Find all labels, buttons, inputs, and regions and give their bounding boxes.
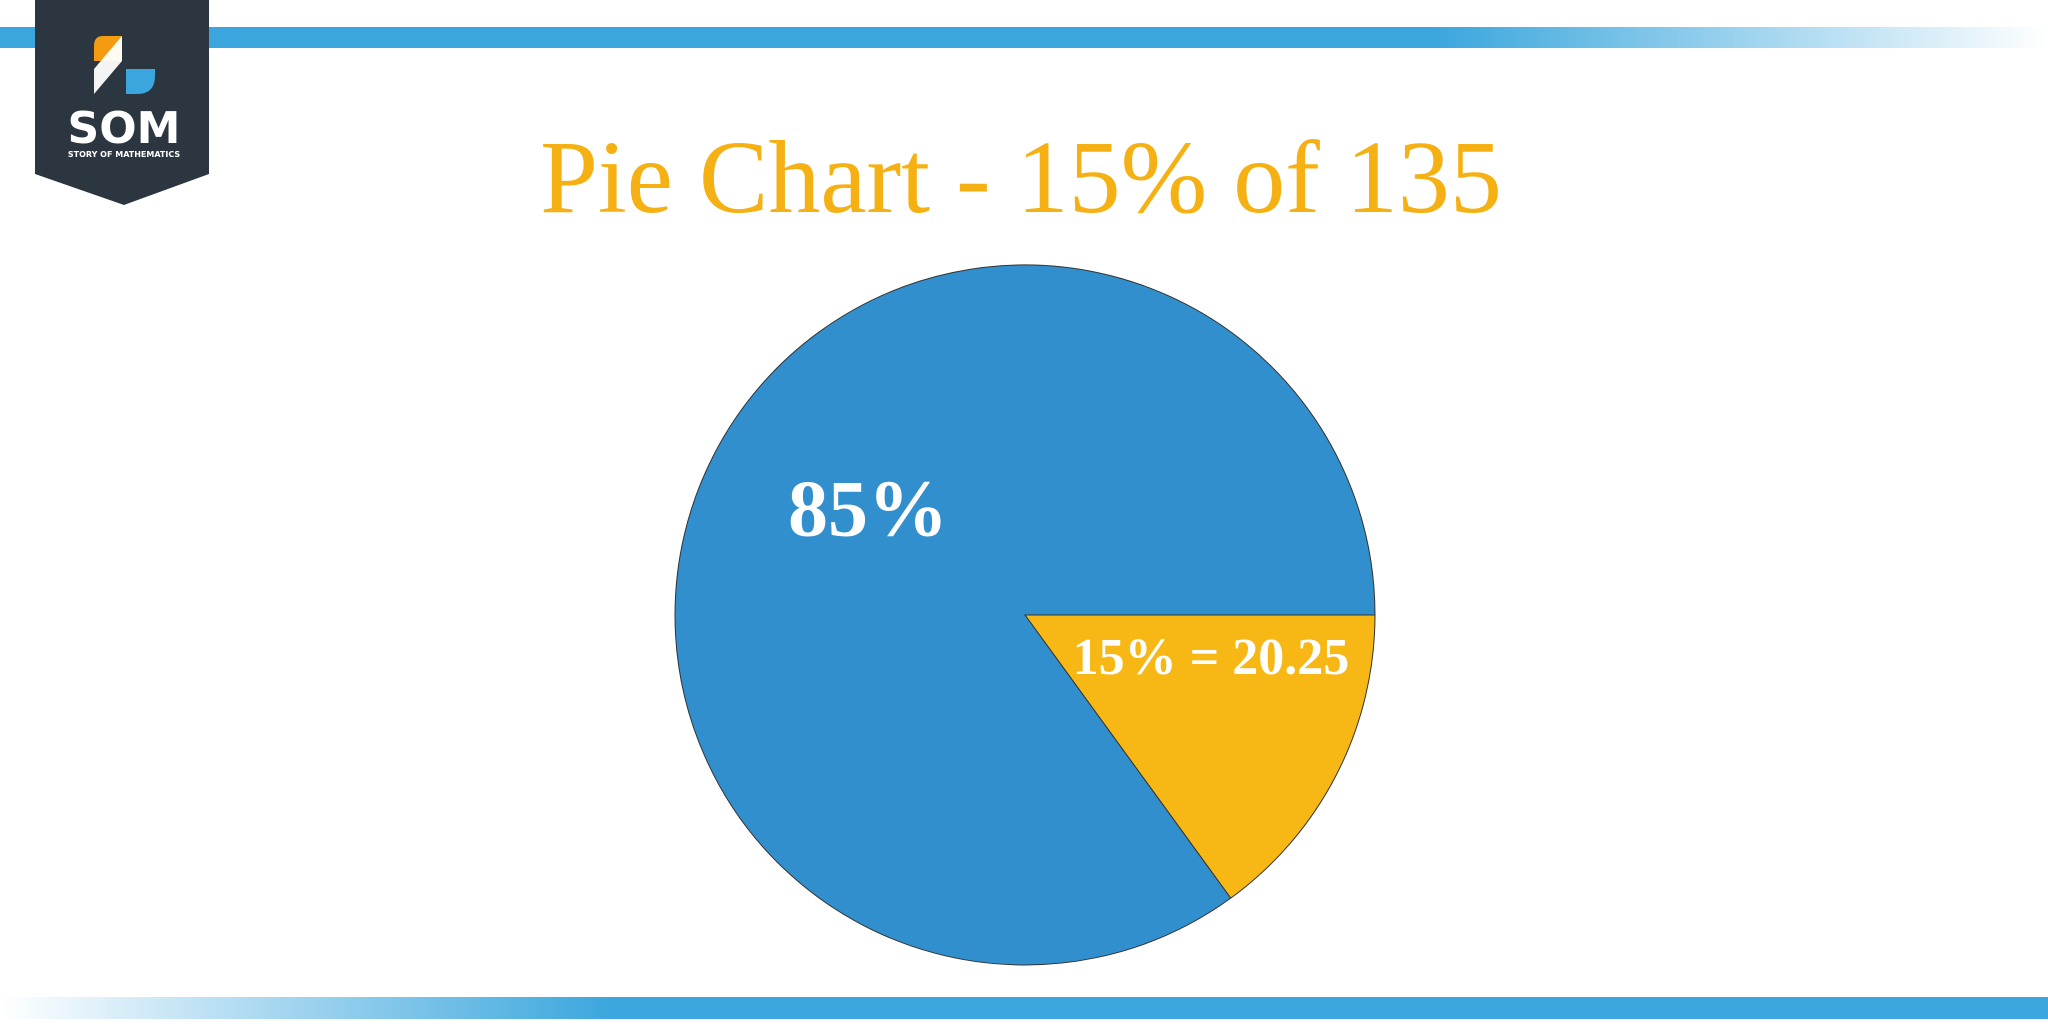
logo: SOM STORY OF MATHEMATICS	[35, 0, 209, 205]
logo-title: SOM	[68, 103, 181, 154]
logo-badge	[35, 0, 209, 205]
logo-icon	[126, 69, 155, 94]
logo-icon	[94, 36, 122, 94]
slice-label: 85%	[788, 465, 948, 553]
top-bar	[0, 27, 2048, 48]
logo-subtitle: STORY OF MATHEMATICS	[68, 150, 181, 159]
bottom-bar	[0, 997, 2048, 1019]
pie-slice	[674, 264, 1376, 966]
slice-label: 15% = 20.25	[1073, 629, 1350, 686]
chart-title: Pie Chart - 15% of 135	[540, 120, 1502, 235]
pie-slice	[1024, 614, 1376, 899]
